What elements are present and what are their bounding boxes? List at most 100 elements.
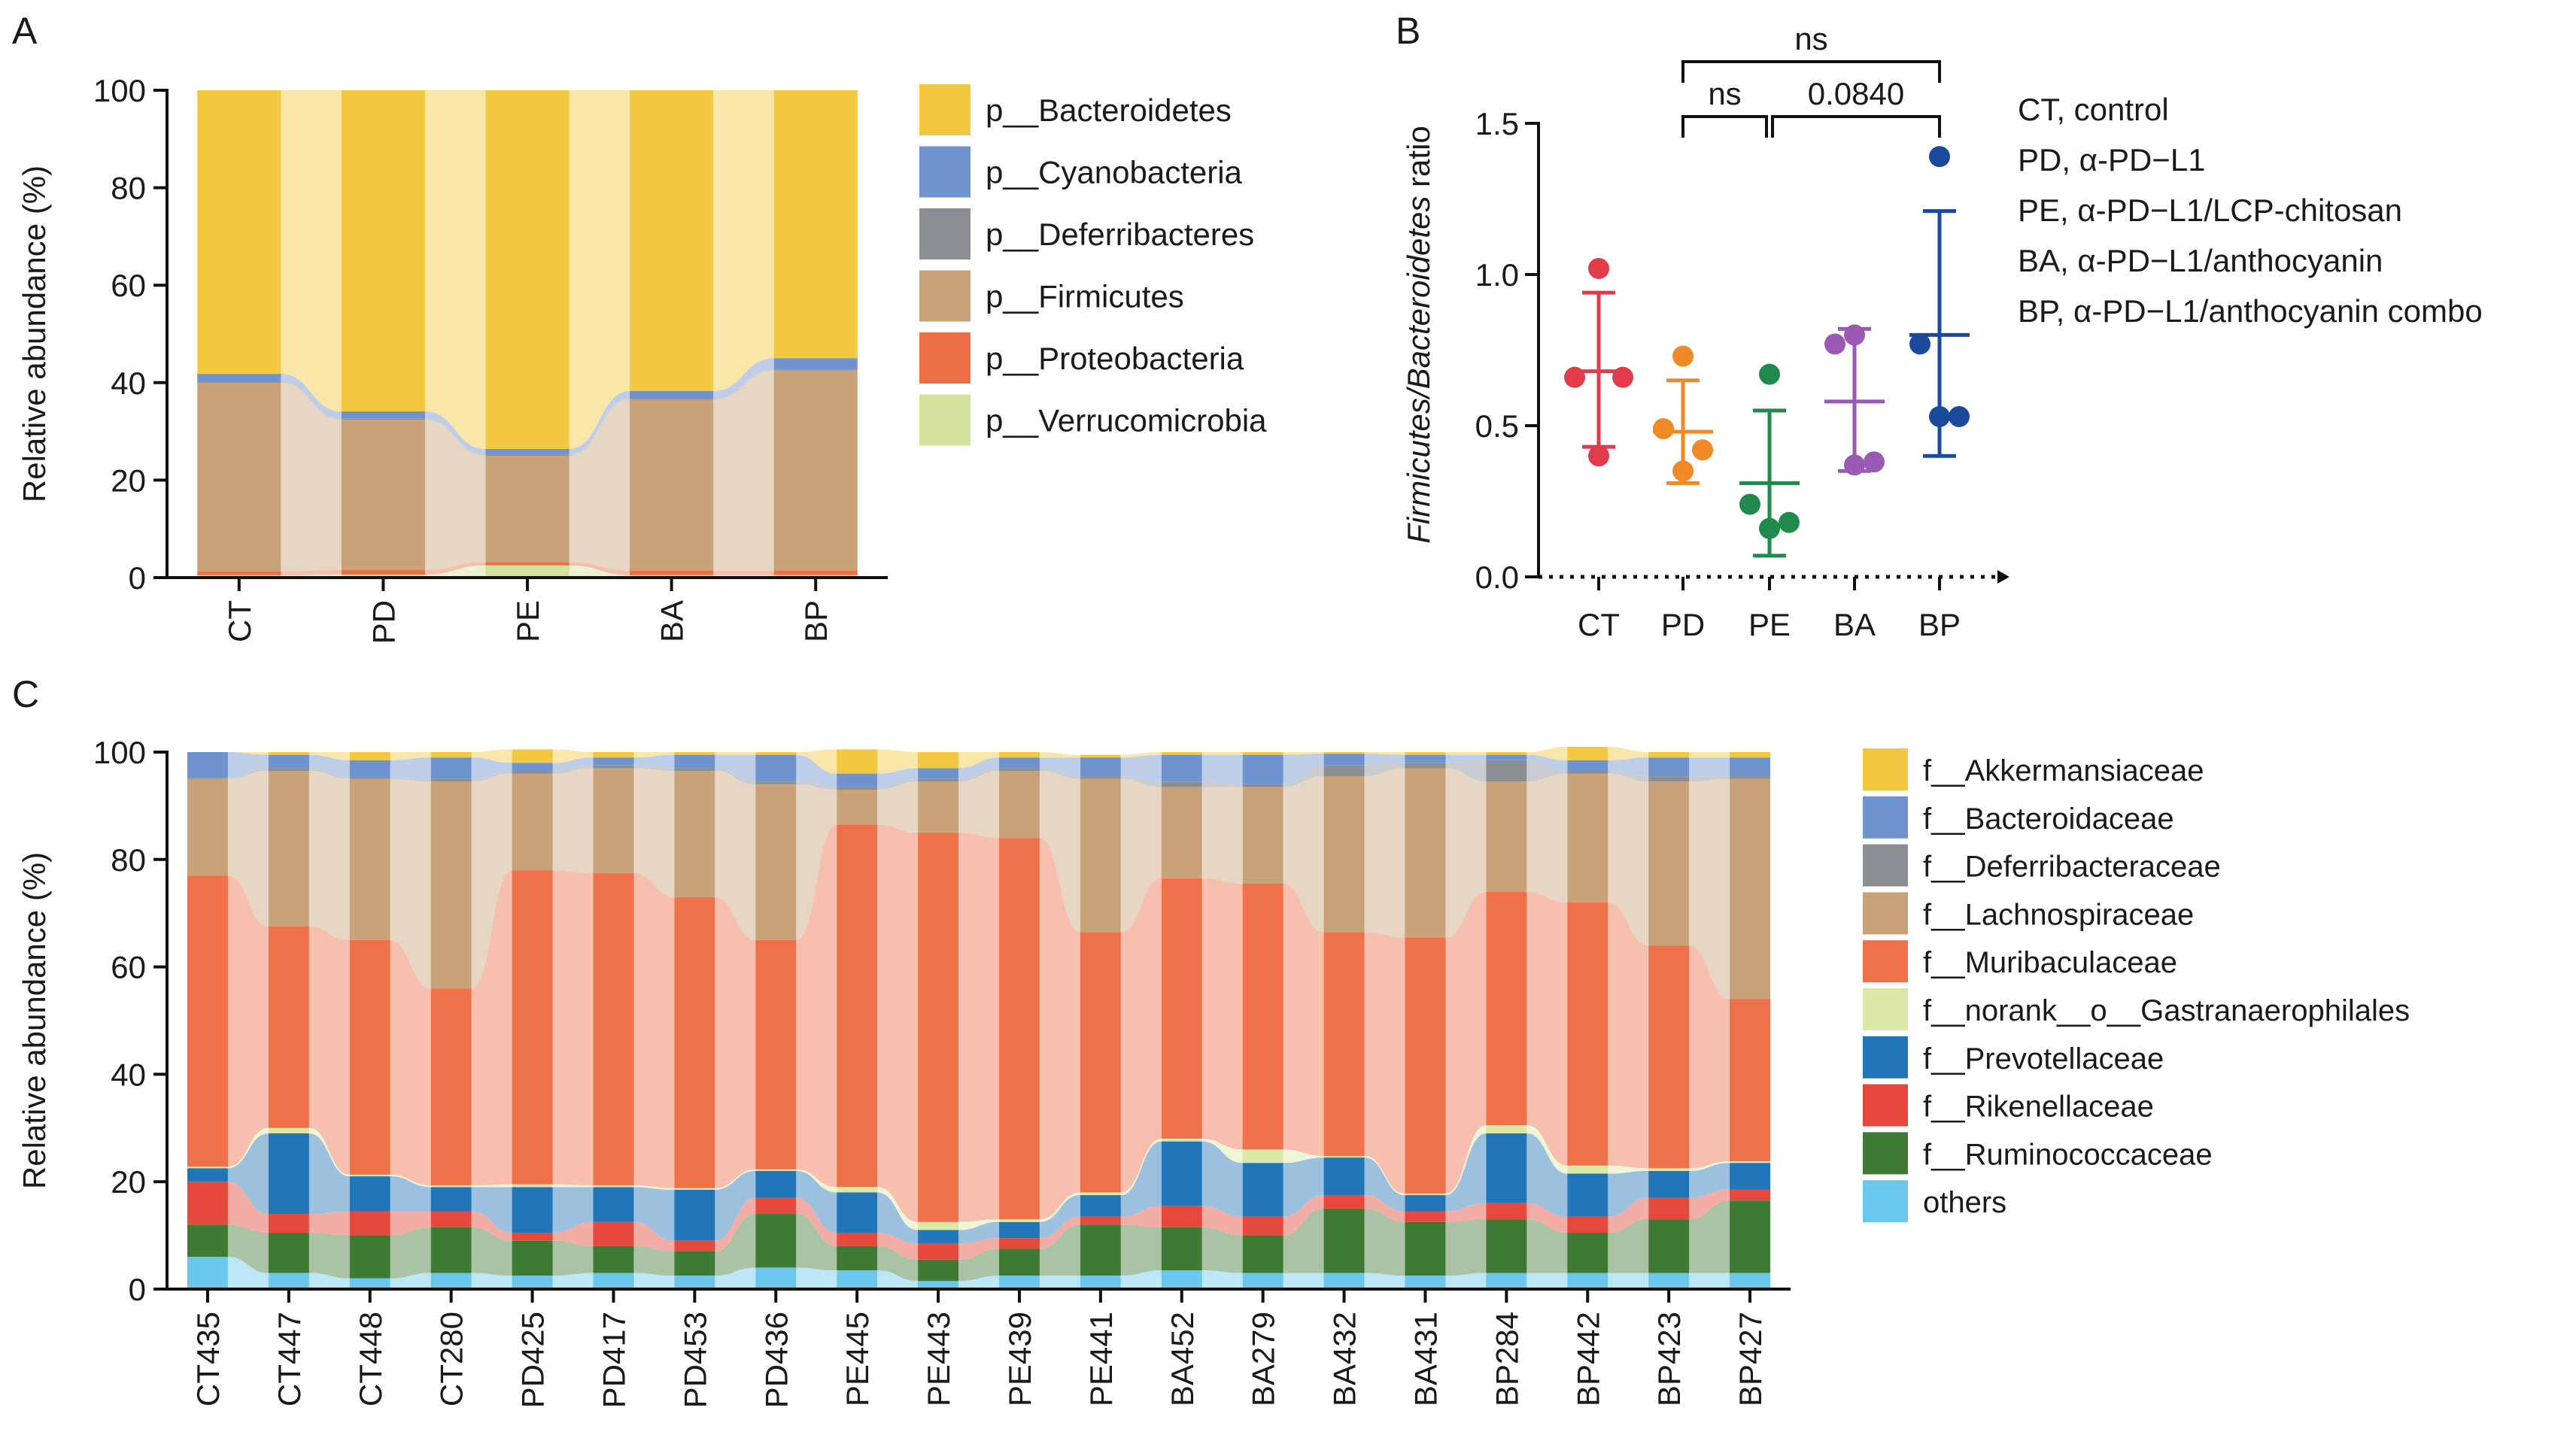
ribbon-f-lachnospiraceae (308, 770, 350, 940)
ribbon-p-proteobacteria (569, 562, 630, 575)
x-tick-label: PD (1661, 607, 1705, 642)
legend-entry-pd: PD, α-PD−L1 (2018, 142, 2206, 177)
ribbon-f-ruminococcaceae (1445, 1219, 1487, 1276)
data-point (1692, 439, 1713, 461)
ribbon-f-akkermansiaceae (1526, 746, 1568, 760)
ribbon-f-muribaculaceae (552, 870, 594, 1186)
bar-segment-bp423-f-bacteroidaceae (1648, 757, 1690, 777)
ribbon-f-lachnospiraceae (552, 768, 594, 873)
bar-segment-pd453-f-muribaculaceae (674, 896, 715, 1188)
ribbon-others (633, 1273, 675, 1289)
bar-segment-ba279-others (1242, 1273, 1283, 1289)
bar-segment-pd425-f-muribaculaceae (512, 870, 553, 1185)
ribbon-p-deferribacteres (424, 418, 486, 456)
bar-segment-ba279-f-lachnospiraceae (1242, 787, 1283, 884)
y-axis-title: Relative abundance (%) (17, 852, 52, 1189)
bar-segment-bp-p-deferribacteres (773, 369, 858, 371)
ribbon-f-muribaculaceae (1526, 891, 1568, 1166)
bar-segment-bp284-f-muribaculaceae (1486, 891, 1527, 1126)
bar-segment-pe441-f-muribaculaceae (1080, 932, 1121, 1193)
ribbon-p-bacteroidetes (569, 90, 630, 449)
bar-segment-bp427-f-deferribacteraceae (1730, 776, 1771, 779)
y-tick-label: 1.5 (1475, 106, 1519, 141)
ribbon-f-muribaculaceae (390, 939, 431, 1186)
ribbon-f-prevotellaceae (877, 1192, 919, 1244)
x-tick-label: BP423 (1651, 1312, 1687, 1406)
bar-segment-bp442-f-deferribacteraceae (1567, 770, 1608, 774)
bar-segment-pe445-f-lachnospiraceae (837, 789, 878, 825)
ribbon-f-prevotellaceae (1120, 1141, 1162, 1217)
legend-swatch-f-deferribacteraceae (1863, 844, 1908, 887)
bar-segment-ct447-f-prevotellaceae (268, 1133, 309, 1215)
ribbon-f-akkermansiaceae (1445, 752, 1487, 755)
bar-segment-pd425-f-prevotellaceae (512, 1187, 553, 1233)
legend-entry-ba: BA, α-PD−L1/anthocyanin (2018, 243, 2383, 278)
ribbon-f-muribaculaceae (1445, 891, 1487, 1194)
x-tick-label: CT (222, 600, 257, 642)
bar-segment-ct448-f-ruminococcaceae (349, 1235, 390, 1279)
legend-swatch-p-deferribacteres (919, 208, 971, 259)
y-tick-label: 0 (129, 1272, 146, 1307)
bar-segment-ba431-f-lachnospiraceae (1405, 768, 1446, 938)
ribbon-f-lachnospiraceae (1120, 778, 1162, 933)
bar-segment-ct448-f-prevotellaceae (349, 1176, 390, 1212)
ribbon-f-norank-o-gastranaerophilales (958, 1219, 999, 1230)
ribbon-f-ruminococcaceae (552, 1240, 594, 1276)
bar-segment-pe445-f-muribaculaceae (837, 824, 878, 1188)
x-tick-label: PE441 (1083, 1312, 1119, 1406)
ribbon-f-deferribacteraceae (1201, 781, 1243, 787)
legend-label-p-verrucomicrobia: p__Verrucomicrobia (986, 403, 1267, 438)
ribbon-others (715, 1267, 756, 1289)
group-ba (1824, 324, 1885, 476)
ribbon-f-muribaculaceae (1283, 883, 1324, 1156)
ribbon-f-akkermansiaceae (552, 749, 594, 763)
bar-segment-ct435-f-prevotellaceae (187, 1168, 228, 1182)
bar-segment-bp284-others (1486, 1273, 1527, 1289)
ribbon-f-norank-o-gastranaerophilales (1039, 1192, 1080, 1222)
ribbon-f-ruminococcaceae (227, 1224, 269, 1273)
ribbon-others (1526, 1273, 1568, 1289)
data-point (1909, 333, 1930, 355)
bar-segment-pe441-f-ruminococcaceae (1080, 1224, 1121, 1276)
ribbon-f-deferribacteraceae (308, 768, 350, 779)
ribbon-f-norank-o-gastranaerophilales (1364, 1155, 1405, 1196)
bar-segment-ct435-f-ruminococcaceae (187, 1224, 228, 1257)
bar-segment-ba279-f-prevotellaceae (1242, 1163, 1283, 1217)
ribbon-f-prevotellaceae (958, 1221, 999, 1244)
ribbon-f-muribaculaceae (958, 833, 999, 1222)
x-tick-label: BP (798, 600, 834, 642)
bar-segment-pd-p-firmicutes (341, 420, 425, 570)
bracket-line (1771, 115, 1941, 138)
ribbon-f-bacteroidaceae (227, 752, 269, 778)
ribbon-f-bacteroidaceae (1039, 757, 1080, 777)
x-tick-label: BA432 (1327, 1312, 1362, 1406)
ribbon-f-norank-o-gastranaerophilales (715, 1169, 756, 1190)
bar-segment-bp427-f-norank-o-gastranaerophilales (1730, 1161, 1771, 1163)
bar-segment-ba431-f-norank-o-gastranaerophilales (1405, 1193, 1446, 1196)
bar-segment-ct280-f-rikenellaceae (430, 1211, 472, 1227)
ribbon-others (227, 1257, 269, 1289)
legend-swatch-f-rikenellaceae (1863, 1084, 1908, 1127)
x-tick-label: BP427 (1733, 1312, 1768, 1406)
group-ct (1564, 257, 1633, 467)
legend-swatch-f-prevotellaceae (1863, 1036, 1908, 1078)
ribbon-f-akkermansiaceae (1201, 752, 1243, 755)
bar-segment-ct447-f-lachnospiraceae (268, 770, 309, 927)
bar-segment-bp284-f-lachnospiraceae (1486, 781, 1527, 892)
bar-segment-ct435-f-norank-o-gastranaerophilales (187, 1166, 228, 1169)
ribbon-f-prevotellaceae (1608, 1170, 1649, 1217)
bar-segment-pd425-f-bacteroidaceae (512, 763, 553, 771)
flow-ribbons (281, 90, 774, 578)
bar-segment-pd417-f-rikenellaceae (593, 1221, 634, 1246)
ribbon-f-norank-o-gastranaerophilales (1445, 1125, 1487, 1196)
bar-segment-pd436-f-norank-o-gastranaerophilales (755, 1169, 797, 1171)
bar-segment-ba452-f-ruminococcaceae (1161, 1227, 1202, 1271)
ribbon-f-prevotellaceae (227, 1133, 269, 1215)
legend-swatch-others (1863, 1180, 1908, 1223)
ribbon-f-prevotellaceae (552, 1187, 594, 1233)
panel-a-phylum-stacked-bar: 0 20 40 60 80 100 CT PD PE BA BP Relative abundance… (17, 73, 1267, 644)
ribbon-f-ruminococcaceae (1201, 1227, 1243, 1273)
bar-segment-pe439-f-ruminococcaceae (998, 1248, 1040, 1276)
ribbon-f-norank-o-gastranaerophilales (1689, 1161, 1730, 1171)
legend-entry-bp: BP, α-PD−L1/anthocyanin combo (2018, 293, 2483, 329)
